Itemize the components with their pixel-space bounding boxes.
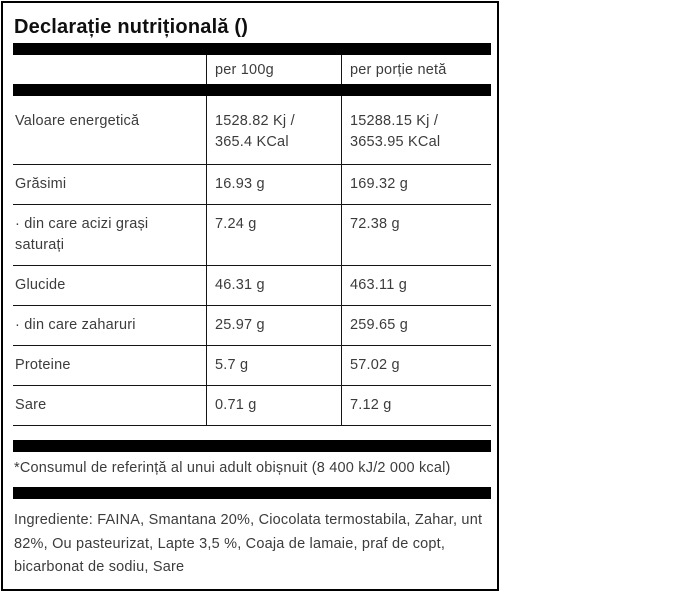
table-row-saturated-fat: · din care acizi grași saturați 7.24 g 7…: [13, 205, 491, 267]
separator-bar-top: [13, 43, 491, 55]
row-label: Grăsimi: [15, 176, 67, 193]
row-value-per-portion: 15288.15 Kj / 3653.95 KCal: [341, 96, 491, 165]
table-row-salt: Sare 0.71 g 7.12 g: [13, 386, 491, 427]
table-row-energy: Valoare energetică 1528.82 Kj / 365.4 KC…: [13, 96, 491, 166]
row-value-per-100g: 46.31 g: [206, 266, 341, 306]
nutrition-table: per 100g per porție netă Valoare energet…: [13, 55, 491, 427]
reference-intake-note: *Consumul de referință al unui adult obi…: [14, 460, 451, 477]
header-per-portion: per porție netă: [341, 55, 491, 84]
row-value-per-100g: 5.7 g: [206, 346, 341, 386]
row-value-per-100g: 25.97 g: [206, 306, 341, 346]
row-value-per-portion: 169.32 g: [341, 165, 491, 205]
row-value-per-portion: 463.11 g: [341, 266, 491, 306]
row-label: · din care acizi grași saturați: [15, 216, 149, 254]
row-label: · din care zaharuri: [15, 317, 136, 334]
row-label: Glucide: [15, 277, 66, 294]
row-value-per-100g: 0.71 g: [206, 386, 341, 426]
header-per-100g: per 100g: [206, 55, 341, 84]
ingredients-text: Ingrediente: FAINA, Smantana 20%, Ciocol…: [14, 512, 483, 576]
row-value-per-portion: 72.38 g: [341, 205, 491, 266]
table-row-fat: Grăsimi 16.93 g 169.32 g: [13, 165, 491, 206]
nutrition-title: Declarație nutrițională (): [14, 16, 249, 38]
row-value-per-portion: 57.02 g: [341, 346, 491, 386]
row-value-per-portion: 7.12 g: [341, 386, 491, 426]
row-label: Valoare energetică: [15, 113, 140, 129]
row-value-per-100g: 7.24 g: [206, 205, 341, 266]
separator-bar-header: [13, 84, 491, 96]
table-row-sugars: · din care zaharuri 25.97 g 259.65 g: [13, 306, 491, 347]
row-label: Proteine: [15, 357, 71, 374]
header-empty-cell: [13, 55, 206, 84]
separator-bar-footnote-bottom: [13, 487, 491, 500]
separator-bar-footnote-top: [13, 440, 491, 453]
row-value-per-100g: 16.93 g: [206, 165, 341, 205]
table-header-row: per 100g per porție netă: [13, 55, 491, 84]
table-row-carbohydrates: Glucide 46.31 g 463.11 g: [13, 266, 491, 307]
table-row-protein: Proteine 5.7 g 57.02 g: [13, 346, 491, 387]
row-value-per-100g: 1528.82 Kj / 365.4 KCal: [206, 96, 341, 165]
row-value-per-portion: 259.65 g: [341, 306, 491, 346]
row-label: Sare: [15, 397, 47, 414]
nutrition-facts-panel: Declarație nutrițională () per 100g per …: [1, 1, 499, 591]
